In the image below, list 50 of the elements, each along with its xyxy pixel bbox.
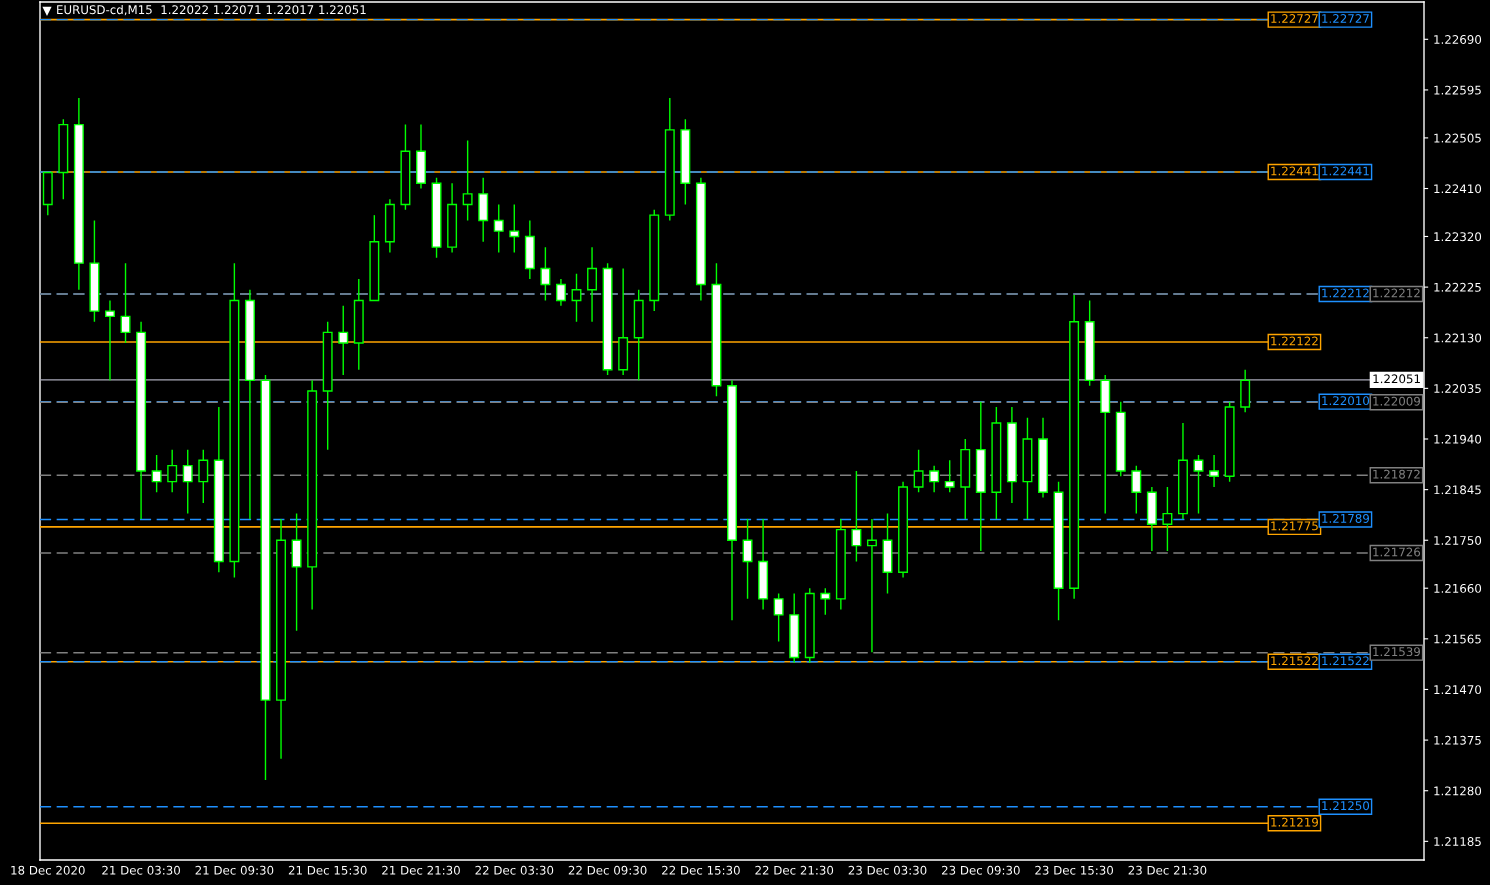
y-tick-label: 1.22595 xyxy=(1434,85,1481,95)
chart-title: EURUSD-cd,M15 1.22022 1.22071 1.22017 1.22051 xyxy=(57,5,366,16)
ref-line-label: 1.21522 xyxy=(1322,656,1369,666)
y-tick-label: 1.21470 xyxy=(1434,685,1482,695)
ref-line-label: 1.22727 xyxy=(1271,14,1318,23)
y-tick-label: 1.22690 xyxy=(1434,35,1482,44)
y-tick-label: 1.21750 xyxy=(1434,535,1482,545)
ref-line-label: 1.22441 xyxy=(1271,166,1318,176)
x-tick-label: 22 Dec 15:30 xyxy=(662,865,740,875)
ref-line-label: 1.22441 xyxy=(1322,166,1369,176)
y-tick-label: 1.21565 xyxy=(1434,634,1481,644)
x-tick-label: 22 Dec 21:30 xyxy=(755,865,834,875)
ref-line-label: 1.22010 xyxy=(1322,396,1370,406)
ref-line-label: 1.21789 xyxy=(1322,513,1369,523)
ref-line-label: 1.21250 xyxy=(1322,801,1370,811)
ref-line-label: 1.21219 xyxy=(1271,817,1318,827)
y-tick-label: 1.22225 xyxy=(1434,282,1481,292)
x-tick-label: 21 Dec 15:30 xyxy=(288,865,367,875)
y-tick-label: 1.21845 xyxy=(1434,485,1481,495)
ref-line-label: 1.22051 xyxy=(1373,374,1420,384)
y-tick-label: 1.22035 xyxy=(1434,384,1481,394)
ref-line-label: 1.22212 xyxy=(1322,288,1369,298)
x-tick-label: 18 Dec 2020 xyxy=(11,865,85,875)
ref-line-label: 1.21775 xyxy=(1271,521,1318,531)
ref-line-label: 1.21872 xyxy=(1373,469,1420,479)
y-tick-label: 1.22320 xyxy=(1434,232,1482,242)
x-tick-label: 23 Dec 03:30 xyxy=(848,865,927,875)
y-tick-label: 1.22505 xyxy=(1434,133,1481,143)
x-tick-label: 23 Dec 15:30 xyxy=(1035,865,1114,875)
x-tick-label: 21 Dec 09:30 xyxy=(195,865,274,875)
ref-line-label: 1.22122 xyxy=(1271,336,1318,346)
y-tick-label: 1.22130 xyxy=(1434,333,1482,343)
ref-line-label: 1.22727 xyxy=(1322,14,1369,23)
y-tick-label: 1.21375 xyxy=(1434,735,1481,745)
ref-line-label: 1.22009 xyxy=(1373,396,1420,406)
y-tick-label: 1.22410 xyxy=(1434,184,1482,194)
ref-line-label: 1.21726 xyxy=(1373,547,1421,557)
x-tick-label: 23 Dec 21:30 xyxy=(1128,865,1207,875)
y-tick-label: 1.21280 xyxy=(1434,786,1482,796)
x-tick-label: 22 Dec 09:30 xyxy=(568,865,647,875)
y-tick-label: 1.21185 xyxy=(1434,837,1481,846)
x-tick-label: 22 Dec 03:30 xyxy=(475,865,554,875)
x-tick-label: 23 Dec 09:30 xyxy=(941,865,1020,875)
ref-line-label: 1.22212 xyxy=(1373,288,1420,298)
x-tick-label: 21 Dec 21:30 xyxy=(382,865,460,875)
ref-line-label: 1.21539 xyxy=(1373,647,1420,657)
y-tick-label: 1.21660 xyxy=(1434,583,1482,593)
ref-line-label: 1.21522 xyxy=(1271,656,1318,666)
x-tick-label: 21 Dec 03:30 xyxy=(102,865,180,875)
y-tick-label: 1.21940 xyxy=(1434,434,1482,444)
